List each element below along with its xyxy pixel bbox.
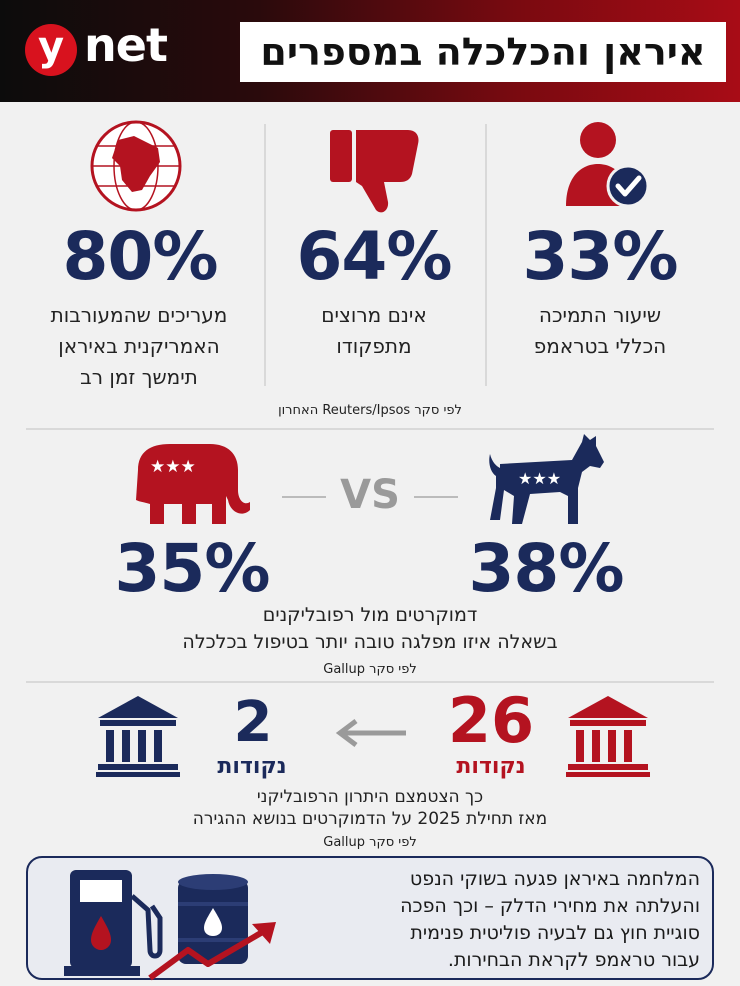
globe-middle-east-icon [90, 120, 182, 212]
immigration-after-value: 2 [233, 690, 273, 755]
arrow-left-icon [335, 719, 406, 747]
divider [26, 428, 714, 430]
svg-text:★★★: ★★★ [518, 469, 561, 488]
title-box [240, 22, 726, 82]
stat-involvement-value: 80% [62, 218, 219, 295]
fuel-info-box [26, 856, 714, 980]
vs-line-right [414, 496, 458, 498]
svg-text:★★★: ★★★ [150, 457, 196, 477]
source-gallup-immigration: לפי סקר Gallup [323, 835, 417, 850]
oil-barrel-icon [178, 874, 248, 964]
donkey-icon: ★★★ [489, 434, 604, 524]
immigration-before-value: 26 [447, 684, 535, 757]
rep-value: 35% [114, 530, 271, 607]
thumbs-down-icon [330, 130, 419, 213]
vs-line-left [282, 496, 326, 498]
stat-dissatisfied-label: אינם מרוצים מתפקודו [321, 303, 427, 358]
stat-involvement-label: מעריכים שהמעורבות האמריקנית באיראן תימשך… [50, 303, 228, 389]
divider [26, 681, 714, 683]
rising-arrow-icon [148, 922, 276, 981]
ynet-logo-y: y [25, 24, 77, 76]
elephant-icon: ★★★ [136, 444, 250, 524]
bank-building-icon-red [566, 696, 650, 777]
divider [264, 124, 266, 386]
fuel-pump-icon [64, 870, 163, 976]
stat-support-value: 33% [522, 218, 679, 295]
source-reuters: לפי סקר Reuters/Ipsos האחרון [278, 403, 462, 418]
divider [485, 124, 487, 386]
immigration-before-unit: נקודות [456, 754, 526, 779]
stat-dissatisfied-value: 64% [296, 218, 453, 295]
user-check-icon [566, 122, 650, 208]
bank-building-icon-navy [96, 696, 180, 777]
source-gallup-parties: לפי סקר Gallup [323, 662, 417, 677]
immigration-after-unit: נקודות [217, 754, 287, 779]
ynet-logo-net: net [84, 18, 168, 72]
parties-caption: דמוקרטים מול רפובליקנים בשאלה איזו מפלגה… [182, 604, 558, 653]
immigration-caption: כך הצטמצם היתרון הרפובליקני מאז תחילת 20… [192, 787, 548, 829]
vs-label: VS [340, 472, 400, 518]
dem-value: 38% [468, 530, 625, 607]
stat-support-label: שיעור התמיכה הכללי בטראמפ [533, 303, 667, 358]
fuel-text: המלחמה באיראן פגעה בשוקי הנפט והעלתה את … [400, 868, 700, 971]
page-title: איראן והכלכלה במספרים [260, 30, 706, 74]
